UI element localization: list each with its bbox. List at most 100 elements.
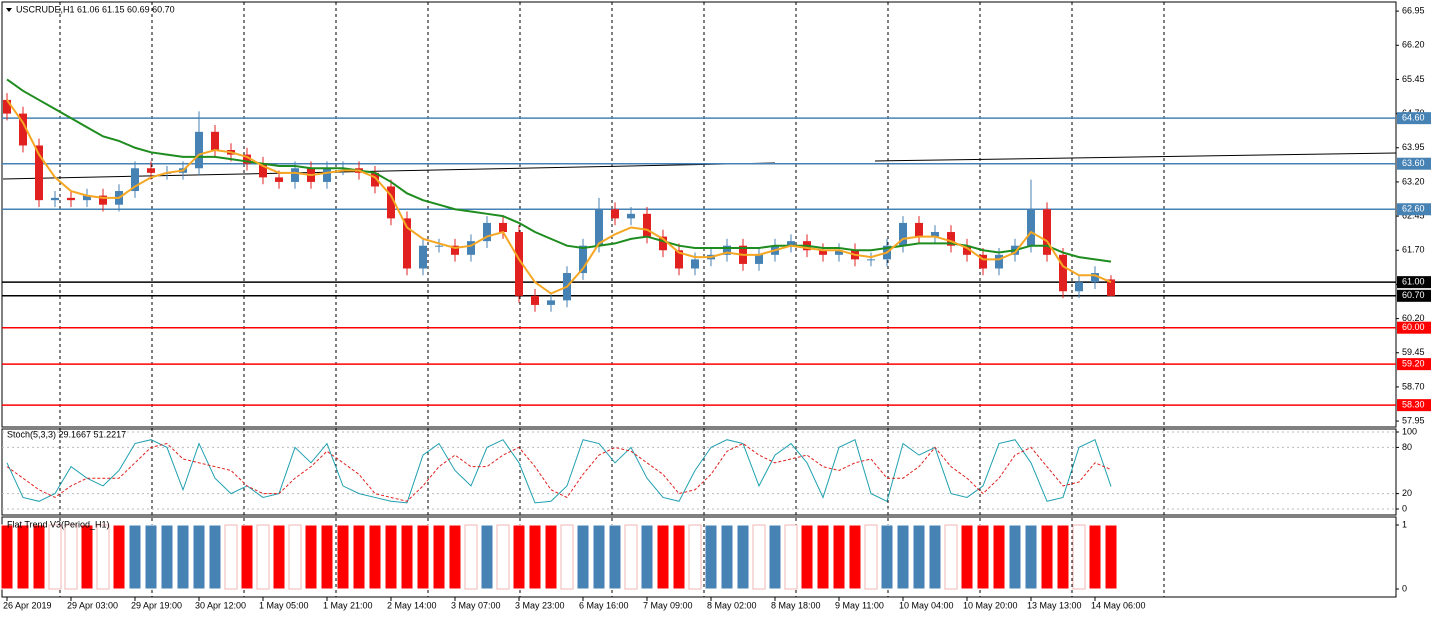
candle-body <box>1075 282 1083 292</box>
trend-bar <box>816 524 830 590</box>
candle-body <box>995 254 1003 269</box>
trend-line <box>2 162 776 180</box>
level-label: 60.70 <box>1402 290 1425 300</box>
trend-bar <box>688 524 702 590</box>
candle-body <box>467 241 475 255</box>
candle-body <box>947 232 955 246</box>
trend-bar <box>240 524 254 590</box>
trend-bar <box>656 524 670 590</box>
trend-bar <box>32 524 46 590</box>
trend-bar <box>112 524 126 590</box>
y-tick-label: 57.95 <box>1402 415 1425 425</box>
x-tick-label: 14 May 06:00 <box>1091 600 1146 610</box>
trend-bar <box>96 524 110 590</box>
x-tick-label: 2 May 14:00 <box>387 600 437 610</box>
trend-bar <box>1040 524 1054 590</box>
main-frame <box>1 1 1397 428</box>
level-label-box <box>1397 289 1431 302</box>
candle-body <box>659 236 667 251</box>
candle-body <box>1027 209 1035 246</box>
trend-bar <box>224 524 238 590</box>
trend-bar <box>976 524 990 590</box>
candle-body <box>131 168 139 192</box>
trend-bar <box>768 524 782 590</box>
menu-triangle <box>6 8 12 12</box>
x-tick-label: 10 May 04:00 <box>899 600 954 610</box>
trend-bar <box>0 524 14 590</box>
candle-body <box>35 145 43 201</box>
trend-bar <box>496 524 510 590</box>
trend-bar <box>288 524 302 590</box>
trend-bar <box>1088 524 1102 590</box>
trend-bar <box>528 524 542 590</box>
main-header: USCRUDE,H1 61.06 61.15 60.69 60.70 <box>16 4 175 14</box>
candle-body <box>83 195 91 201</box>
candle-body <box>963 245 971 255</box>
candle-body <box>787 241 795 246</box>
trend-bar <box>480 524 494 590</box>
candle-body <box>531 295 539 305</box>
x-tick-label: 10 May 20:00 <box>963 600 1018 610</box>
x-tick-label: 30 Apr 12:00 <box>195 600 246 610</box>
trend-bar <box>960 524 974 590</box>
trend-bar <box>544 524 558 590</box>
candle-body <box>451 245 459 255</box>
candle-body <box>323 168 331 182</box>
level-label-box <box>1397 203 1431 216</box>
candle-body <box>611 209 619 219</box>
trend-bar <box>624 524 638 590</box>
trend-bar <box>144 524 158 590</box>
stoch-header: Stoch(5,3,3) 29.1667 51.2217 <box>7 429 126 439</box>
trend-bar <box>128 524 142 590</box>
trend-bar <box>1072 524 1086 590</box>
candle-body <box>99 195 107 205</box>
candle-body <box>1043 209 1051 255</box>
x-tick-label: 29 Apr 19:00 <box>131 600 182 610</box>
trend-bar <box>1008 524 1022 590</box>
trend-bar <box>256 524 270 590</box>
vertical-grid <box>59 2 1165 597</box>
trend-bar <box>640 524 654 590</box>
y-tick-label: 80 <box>1402 442 1412 452</box>
candle-body <box>1059 254 1067 292</box>
candle-body <box>19 113 27 146</box>
candle-body <box>595 209 603 246</box>
trend-bar <box>432 524 446 590</box>
trend-bar <box>1104 524 1118 590</box>
candle-body <box>435 245 443 247</box>
marks <box>0 78 1396 590</box>
trend-bar <box>320 524 334 590</box>
trend-bar <box>912 524 926 590</box>
trend-bar <box>16 524 30 590</box>
stoch-frame <box>1 428 1397 516</box>
trend-bar <box>864 524 878 590</box>
candle-body <box>691 259 699 269</box>
y-tick-label: 0 <box>1402 503 1407 513</box>
candle-body <box>979 254 987 269</box>
trend-bar <box>304 524 318 590</box>
level-label: 62.60 <box>1402 204 1425 214</box>
y-tick-label: 58.70 <box>1402 381 1425 391</box>
trend-bar <box>192 524 206 590</box>
y-tick-label: 20 <box>1402 488 1412 498</box>
x-tick-label: 3 May 07:00 <box>451 600 501 610</box>
candle-body <box>755 254 763 264</box>
trend-bar <box>704 524 718 590</box>
x-tick-label: 8 May 02:00 <box>707 600 757 610</box>
trend-bar <box>848 524 862 590</box>
trend-bar <box>608 524 622 590</box>
y-tick-label: 61.70 <box>1402 245 1425 255</box>
x-tick-label: 7 May 09:00 <box>643 600 693 610</box>
trend-bar <box>720 524 734 590</box>
trend-line <box>874 152 1397 162</box>
x-tick-label: 6 May 16:00 <box>579 600 629 610</box>
trend-bar <box>992 524 1006 590</box>
level-label-box <box>1397 321 1431 334</box>
trend-bar <box>176 524 190 590</box>
candle-body <box>899 222 907 246</box>
candle-body <box>579 245 587 274</box>
level-label: 61.00 <box>1402 277 1425 287</box>
trend-bar <box>1056 524 1070 590</box>
candle-body <box>195 131 203 169</box>
